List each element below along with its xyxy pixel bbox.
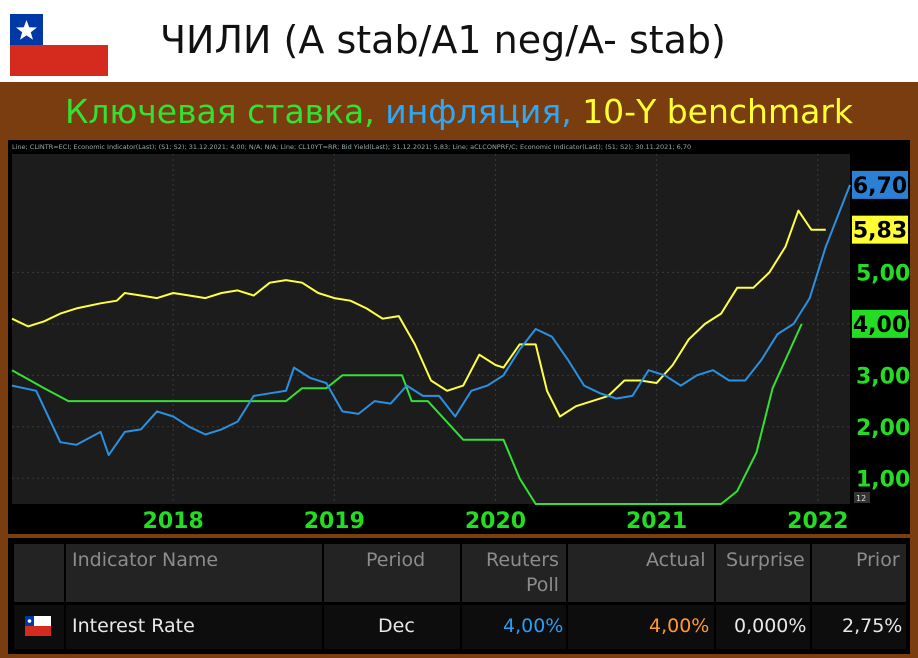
end-label-1: 5,83 <box>853 219 907 244</box>
header-poll-line1[interactable]: Reuters <box>486 549 559 571</box>
header-actual[interactable]: Actual <box>646 549 706 571</box>
chile-flag-small-icon <box>25 616 51 636</box>
header-surprise[interactable]: Surprise <box>726 549 805 571</box>
end-label-bg-1 <box>852 215 908 244</box>
axis-small-label: 12 <box>856 494 866 503</box>
x-tick-label: 2021 <box>626 509 687 534</box>
end-label-bg-2 <box>852 309 908 338</box>
row-period: Dec <box>378 615 415 637</box>
subtitle-part-benchmark: 10-Y benchmark <box>582 92 854 131</box>
chile-flag-icon <box>10 14 108 76</box>
subtitle-part-inflation: инфляция, <box>385 92 583 131</box>
series-line-1 <box>11 209 826 418</box>
header-cell-period <box>324 544 460 602</box>
row-prior: 2,75% <box>842 615 903 637</box>
header-prior[interactable]: Prior <box>856 549 900 571</box>
header-cell-flag <box>14 544 64 602</box>
row-cell-period <box>324 605 460 649</box>
row-cell-actual <box>568 605 714 649</box>
header-poll-line2[interactable]: Poll <box>526 574 559 596</box>
y-tick-label: 1,00 <box>856 467 910 492</box>
header-period[interactable]: Period <box>366 549 426 571</box>
header-cell-actual <box>568 544 714 602</box>
header-cell-prior <box>812 544 906 602</box>
line-chart: 1,00 2,00 3,00 4,00 5,00 2018 2019 2020 2021 2022… <box>11 154 910 534</box>
end-label-2: 4,00 <box>853 313 907 338</box>
plot-background <box>12 154 850 504</box>
series-line-0 <box>11 323 803 505</box>
subtitle-part-rate: Ключевая ставка, <box>64 92 386 131</box>
row-cell-prior <box>812 605 906 649</box>
x-tick-label: 2020 <box>465 509 526 534</box>
row-cell-surprise <box>716 605 810 649</box>
chart-subtitle: Ключевая ставка, инфляция, 10-Y benchmar… <box>0 92 918 131</box>
axis-small-label-bg <box>854 492 870 503</box>
header-cell-name <box>66 544 322 602</box>
y-tick-label: 5,00 <box>856 261 910 286</box>
row-poll: 4,00% <box>503 615 564 637</box>
end-label-bg-0 <box>852 170 908 199</box>
y-tick-label: 2,00 <box>856 416 910 441</box>
page-title: ЧИЛИ (A stab/A1 neg/A- stab) <box>160 18 726 62</box>
row-indicator-name[interactable]: Interest Rate <box>72 615 195 637</box>
end-label-0: 6,70 <box>853 174 907 199</box>
header-cell-poll <box>462 544 566 602</box>
series-line-2 <box>11 184 851 457</box>
y-tick-label: 3,00 <box>856 364 910 389</box>
header-indicator-name[interactable]: Indicator Name <box>72 549 219 571</box>
x-tick-label: 2018 <box>143 509 204 534</box>
chart-legend-text: Line; CLINTR=ECI; Economic Indicator(Las… <box>12 143 692 151</box>
row-cell-name <box>66 605 322 649</box>
title-bar <box>0 0 918 82</box>
x-tick-label: 2019 <box>304 509 365 534</box>
row-surprise: 0,000% <box>734 615 807 637</box>
header-cell-surprise <box>716 544 810 602</box>
x-tick-label: 2022 <box>787 509 848 534</box>
row-cell-poll <box>462 605 566 649</box>
row-actual: 4,00% <box>649 615 710 637</box>
